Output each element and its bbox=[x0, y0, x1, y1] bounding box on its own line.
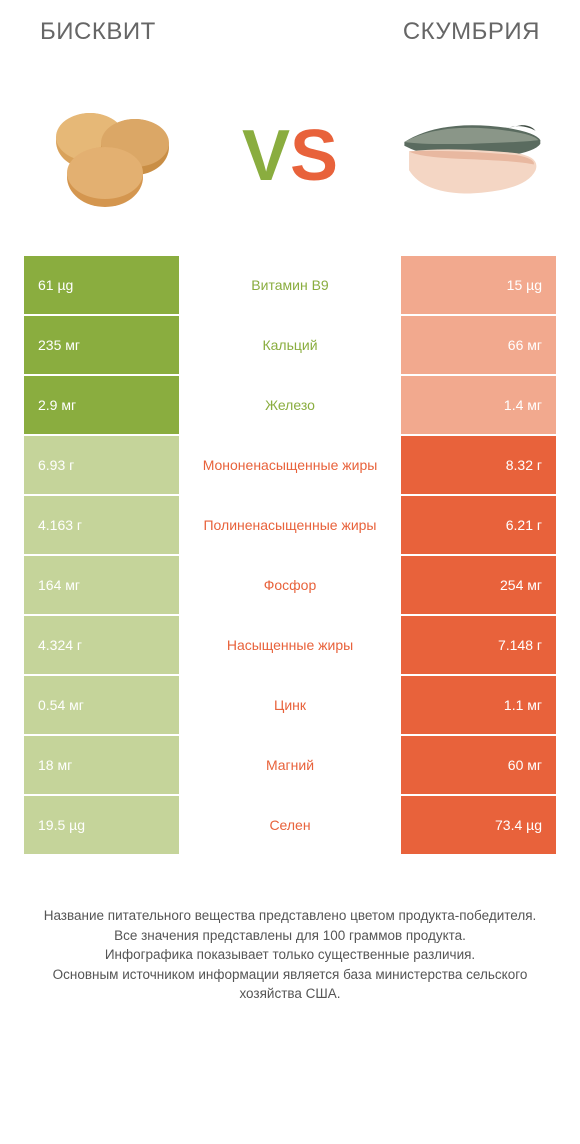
vs-v: V bbox=[242, 120, 290, 192]
right-value: 15 µg bbox=[401, 256, 556, 314]
nutrient-label: Железо bbox=[179, 376, 401, 434]
right-value: 7.148 г bbox=[401, 616, 556, 674]
nutrient-label: Цинк bbox=[179, 676, 401, 734]
nutrient-label: Селен bbox=[179, 796, 401, 854]
table-row: 6.93 гМононенасыщенные жиры8.32 г bbox=[24, 436, 556, 494]
left-value: 0.54 мг bbox=[24, 676, 179, 734]
left-value: 18 мг bbox=[24, 736, 179, 794]
fish-icon bbox=[395, 101, 545, 211]
right-value: 1.4 мг bbox=[401, 376, 556, 434]
left-product-title: БИСКВИТ bbox=[40, 18, 156, 46]
vs-row: VS bbox=[0, 56, 580, 256]
table-row: 61 µgВитамин B915 µg bbox=[24, 256, 556, 314]
nutrient-label: Насыщенные жиры bbox=[179, 616, 401, 674]
left-value: 19.5 µg bbox=[24, 796, 179, 854]
nutrient-label: Магний bbox=[179, 736, 401, 794]
left-value: 61 µg bbox=[24, 256, 179, 314]
footer-notes: Название питательного вещества представл… bbox=[0, 856, 580, 1004]
header: БИСКВИТ СКУМБРИЯ bbox=[0, 0, 580, 56]
footer-line-4: Основным источником информации является … bbox=[20, 965, 560, 1004]
biscuit-icon bbox=[35, 101, 185, 211]
left-value: 2.9 мг bbox=[24, 376, 179, 434]
table-row: 4.163 гПолиненасыщенные жиры6.21 г bbox=[24, 496, 556, 554]
left-value: 4.163 г bbox=[24, 496, 179, 554]
nutrient-label: Полиненасыщенные жиры bbox=[179, 496, 401, 554]
vs-s: S bbox=[290, 120, 338, 192]
table-row: 4.324 гНасыщенные жиры7.148 г bbox=[24, 616, 556, 674]
footer-line-1: Название питательного вещества представл… bbox=[20, 906, 560, 926]
left-product-image bbox=[30, 96, 190, 216]
left-value: 6.93 г bbox=[24, 436, 179, 494]
table-row: 2.9 мгЖелезо1.4 мг bbox=[24, 376, 556, 434]
right-value: 254 мг bbox=[401, 556, 556, 614]
nutrient-label: Кальций bbox=[179, 316, 401, 374]
footer-line-2: Все значения представлены для 100 граммо… bbox=[20, 926, 560, 946]
vs-label: VS bbox=[242, 120, 338, 192]
right-product-image bbox=[390, 96, 550, 216]
left-value: 164 мг bbox=[24, 556, 179, 614]
table-row: 19.5 µgСелен73.4 µg bbox=[24, 796, 556, 854]
left-value: 4.324 г bbox=[24, 616, 179, 674]
nutrient-label: Фосфор bbox=[179, 556, 401, 614]
table-row: 0.54 мгЦинк1.1 мг bbox=[24, 676, 556, 734]
right-value: 73.4 µg bbox=[401, 796, 556, 854]
table-row: 235 мгКальций66 мг bbox=[24, 316, 556, 374]
right-value: 1.1 мг bbox=[401, 676, 556, 734]
table-row: 18 мгМагний60 мг bbox=[24, 736, 556, 794]
right-value: 8.32 г bbox=[401, 436, 556, 494]
right-product-title: СКУМБРИЯ bbox=[403, 18, 540, 46]
footer-line-3: Инфографика показывает только существенн… bbox=[20, 945, 560, 965]
right-value: 60 мг bbox=[401, 736, 556, 794]
right-value: 66 мг bbox=[401, 316, 556, 374]
comparison-table: 61 µgВитамин B915 µg235 мгКальций66 мг2.… bbox=[0, 256, 580, 854]
nutrient-label: Мононенасыщенные жиры bbox=[179, 436, 401, 494]
table-row: 164 мгФосфор254 мг bbox=[24, 556, 556, 614]
right-value: 6.21 г bbox=[401, 496, 556, 554]
left-value: 235 мг bbox=[24, 316, 179, 374]
nutrient-label: Витамин B9 bbox=[179, 256, 401, 314]
